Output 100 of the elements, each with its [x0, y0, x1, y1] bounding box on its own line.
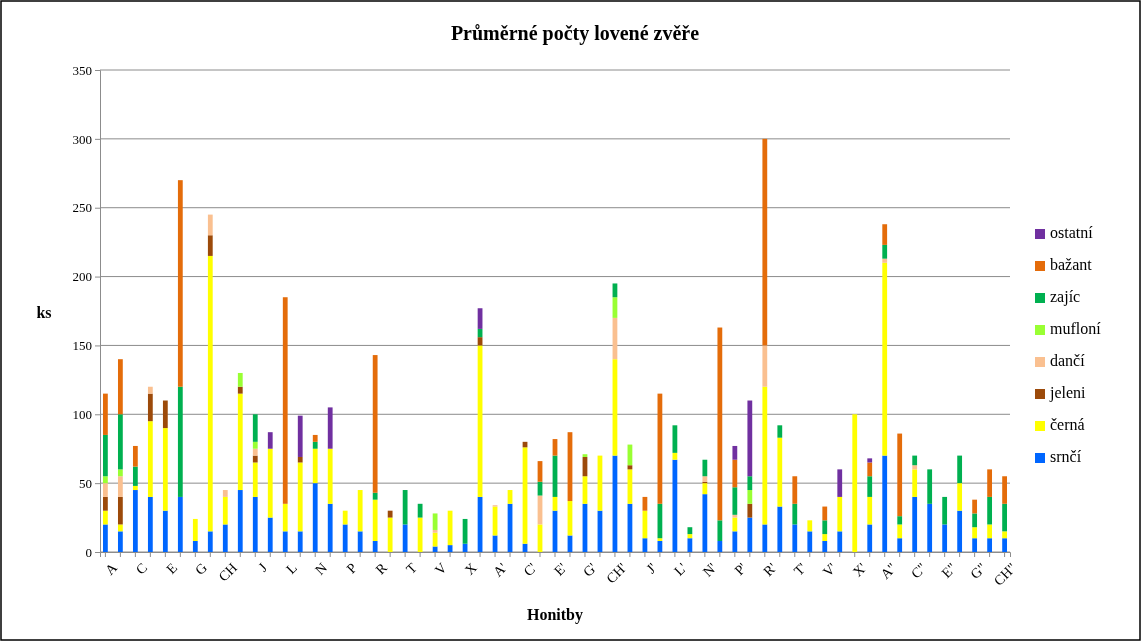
- bar: [897, 433, 903, 517]
- bar: [987, 524, 993, 539]
- bar: [192, 540, 198, 552]
- bar: [297, 462, 303, 532]
- bar: [717, 327, 723, 521]
- bar: [327, 503, 333, 552]
- bar: [777, 437, 783, 507]
- bar: [147, 393, 153, 422]
- x-tick-label: A": [877, 560, 900, 582]
- bar: [762, 524, 768, 552]
- bar: [792, 524, 798, 552]
- bar: [103, 476, 108, 484]
- bar: [927, 503, 933, 552]
- x-tick-label: N': [700, 560, 720, 580]
- x-tick-label: CH": [990, 560, 1020, 589]
- bar: [732, 514, 738, 518]
- x-tick-label: P': [731, 560, 750, 579]
- bar: [252, 462, 258, 497]
- bar: [372, 540, 378, 552]
- bar: [207, 214, 213, 236]
- bar: [867, 462, 873, 477]
- bar: [687, 534, 693, 539]
- bar: [852, 414, 858, 552]
- bar: [103, 483, 108, 497]
- x-tick-label: E": [938, 560, 960, 581]
- bar: [732, 445, 738, 460]
- bar: [117, 531, 123, 552]
- x-axis-title: Honitby: [526, 606, 584, 624]
- legend-label: srnčí: [1050, 448, 1082, 465]
- bar: [987, 469, 993, 497]
- x-tick-label: L': [671, 560, 690, 579]
- bar: [972, 499, 978, 514]
- bar: [912, 496, 918, 552]
- bar: [747, 400, 753, 477]
- bar: [777, 506, 783, 552]
- bar: [357, 490, 363, 532]
- bar: [582, 454, 588, 457]
- x-tick-label: X': [849, 560, 870, 580]
- bar: [702, 476, 708, 482]
- bar: [252, 455, 258, 463]
- bar: [103, 393, 108, 435]
- x-tick-label: G": [967, 560, 990, 582]
- legend-label: jeleni: [1049, 384, 1087, 402]
- x-tick-label: J: [255, 559, 271, 575]
- bar: [207, 531, 213, 552]
- bar: [387, 517, 393, 552]
- bar: [1002, 503, 1008, 532]
- bar: [402, 490, 408, 525]
- bar: [882, 455, 888, 552]
- bar: [687, 527, 693, 535]
- bar: [942, 496, 948, 525]
- bar: [762, 386, 768, 525]
- bar: [252, 496, 258, 552]
- x-tick-label: P: [343, 560, 361, 577]
- bar: [867, 476, 873, 497]
- bar: [972, 527, 978, 539]
- chart-title: Průměrné počty lovené zvěře: [450, 22, 700, 45]
- bar: [882, 244, 888, 259]
- bar: [117, 524, 123, 532]
- bar: [207, 235, 213, 256]
- bar: [672, 425, 678, 453]
- bar: [177, 180, 183, 387]
- y-tick-label: 350: [72, 62, 92, 78]
- x-tick-label: J': [643, 560, 660, 577]
- bar: [807, 520, 813, 532]
- y-axis-title: ks: [36, 304, 52, 321]
- bar: [312, 434, 318, 442]
- legend-label: černá: [1050, 416, 1085, 433]
- bar: [267, 432, 273, 449]
- bar: [252, 414, 258, 442]
- bar: [957, 483, 963, 511]
- bar: [237, 490, 243, 552]
- bar: [103, 510, 108, 525]
- bar: [912, 455, 918, 466]
- x-tick-label: X: [462, 560, 480, 578]
- bar: [717, 520, 723, 541]
- bar: [147, 386, 153, 394]
- bar: [777, 425, 783, 438]
- bar: [282, 297, 288, 504]
- bar: [177, 496, 183, 552]
- bar: [942, 524, 948, 552]
- legend-label: ostatní: [1050, 224, 1094, 241]
- bar: [162, 510, 168, 552]
- bar: [897, 516, 903, 525]
- bar: [282, 531, 288, 552]
- bar: [912, 469, 918, 497]
- bar: [417, 503, 423, 518]
- bar: [117, 469, 123, 477]
- bar: [132, 490, 138, 552]
- x-tick-label: C: [132, 560, 151, 578]
- bar: [132, 466, 138, 486]
- bar: [837, 531, 843, 552]
- bar: [237, 386, 243, 394]
- x-tick-label: G: [192, 560, 211, 578]
- bar: [103, 434, 108, 477]
- bar: [117, 476, 123, 497]
- bar: [402, 524, 408, 552]
- bar: [117, 414, 123, 470]
- bar: [792, 503, 798, 525]
- bar: [103, 496, 108, 511]
